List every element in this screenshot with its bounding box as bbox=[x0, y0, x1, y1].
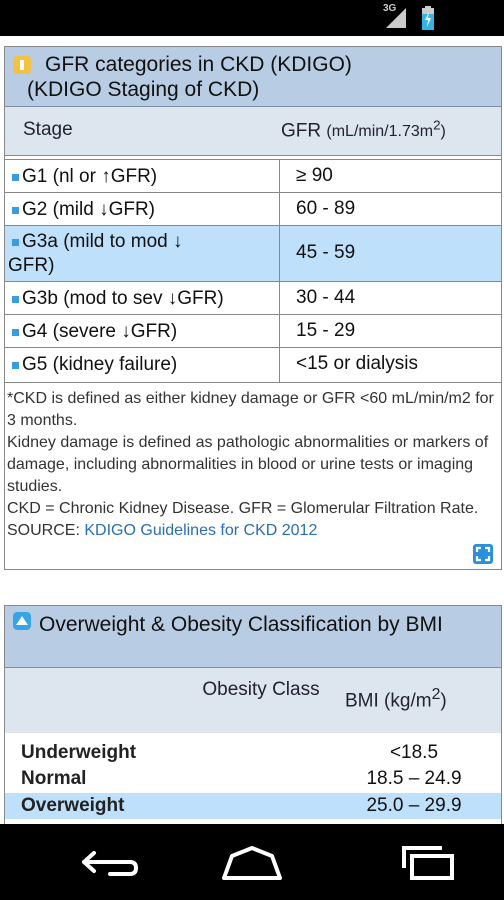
stage-cell: G5 (kidney failure) bbox=[5, 348, 280, 382]
gfr-value: <15 or dialysis bbox=[296, 353, 418, 374]
table-row: G1 (nl or ↑GFR) ≥ 90 bbox=[5, 159, 501, 193]
bullet-icon bbox=[12, 174, 19, 181]
home-icon[interactable] bbox=[212, 838, 292, 886]
gfr-notes: *CKD is defined as either kidney damage … bbox=[7, 388, 501, 542]
signal-icon bbox=[386, 8, 406, 28]
stage-label: G2 (mild ↓GFR) bbox=[22, 199, 155, 220]
collapse-triangle-icon[interactable] bbox=[13, 612, 31, 630]
gfr-cell: ≥ 90 bbox=[280, 160, 501, 193]
status-bar: 3G bbox=[0, 0, 504, 36]
gfr-value: ≥ 90 bbox=[296, 165, 333, 186]
bmi-unit-sup: 2 bbox=[431, 686, 441, 703]
bmi-value: 18.5 – 24.9 bbox=[366, 768, 462, 789]
column-gfr-unit: (mL/min/1.73m2) bbox=[326, 118, 446, 141]
table-row-highlighted: G3a (mild to mod ↓ GFR) 45 - 59 bbox=[5, 225, 501, 282]
gfr-value: 60 - 89 bbox=[296, 198, 356, 219]
stage-label: G3a (mild to mod ↓ bbox=[22, 231, 183, 252]
bmi-card-header[interactable]: Overweight & Obesity Classification by B… bbox=[5, 606, 501, 668]
bullet-icon bbox=[12, 239, 19, 246]
gfr-title-line1: GFR categories in CKD (KDIGO) bbox=[45, 53, 352, 76]
stage-label: G1 (nl or ↑GFR) bbox=[22, 166, 158, 187]
column-bmi: BMI (kg/m2) bbox=[345, 686, 447, 712]
bmi-unit-end: ) bbox=[440, 690, 447, 712]
bmi-value: 25.0 – 29.9 bbox=[366, 795, 462, 816]
gfr-card-title: GFR categories in CKD (KDIGO) (KDIGO Sta… bbox=[27, 52, 352, 102]
bmi-category: Overweight bbox=[21, 795, 125, 816]
bmi-category: Normal bbox=[21, 768, 87, 789]
stage-label: G4 (severe ↓GFR) bbox=[22, 321, 178, 342]
table-row: G4 (severe ↓GFR) 15 - 29 bbox=[5, 314, 501, 348]
recents-icon[interactable] bbox=[388, 838, 468, 886]
bullet-icon bbox=[12, 362, 19, 369]
stage-label: G5 (kidney failure) bbox=[22, 354, 178, 375]
column-gfr: GFR (mL/min/1.73m2) bbox=[281, 118, 446, 142]
bullet-icon bbox=[12, 207, 19, 214]
gfr-value: 30 - 44 bbox=[296, 287, 356, 308]
source-line: SOURCE: KDIGO Guidelines for CKD 2012 bbox=[7, 520, 501, 542]
note-abbreviations: CKD = Chronic Kidney Disease. GFR = Glom… bbox=[7, 500, 479, 517]
gfr-cell: 15 - 29 bbox=[280, 315, 501, 348]
gfr-title-line2: (KDIGO Staging of CKD) bbox=[27, 78, 260, 101]
gfr-column-header: Stage GFR (mL/min/1.73m2) bbox=[5, 107, 501, 156]
gfr-unit-sup: 2 bbox=[433, 118, 441, 133]
column-gfr-label: GFR bbox=[281, 120, 322, 142]
bmi-category: Underweight bbox=[21, 742, 137, 763]
back-icon[interactable] bbox=[70, 838, 150, 886]
bmi-label: BMI (kg/m bbox=[345, 690, 432, 712]
stage-cell: G3a (mild to mod ↓ GFR) bbox=[5, 226, 280, 282]
navigation-bar bbox=[0, 824, 504, 900]
column-obesity-class: Obesity Class bbox=[202, 679, 320, 700]
gfr-cell: 30 - 44 bbox=[280, 282, 501, 315]
bmi-card: Overweight & Obesity Classification by B… bbox=[4, 605, 502, 837]
gfr-card-header[interactable]: GFR categories in CKD (KDIGO) (KDIGO Sta… bbox=[5, 47, 501, 107]
gfr-cell: <15 or dialysis bbox=[280, 348, 501, 382]
stage-cell: G1 (nl or ↑GFR) bbox=[5, 160, 280, 193]
note-ckd-definition: *CKD is defined as either kidney damage … bbox=[7, 390, 494, 429]
gfr-unit-text: (mL/min/1.73m bbox=[326, 123, 434, 141]
table-row-highlighted: Overweight 25.0 – 29.9 bbox=[5, 793, 501, 819]
collapse-toggle-icon[interactable] bbox=[13, 56, 31, 74]
source-link[interactable]: KDIGO Guidelines for CKD 2012 bbox=[84, 522, 318, 539]
gfr-value: 45 - 59 bbox=[296, 242, 356, 263]
gfr-unit-end: ) bbox=[440, 123, 446, 141]
bmi-card-title: Overweight & Obesity Classification by B… bbox=[39, 613, 443, 636]
bullet-icon bbox=[12, 296, 19, 303]
stage-label-line2: GFR) bbox=[8, 255, 55, 276]
gfr-value: 15 - 29 bbox=[296, 320, 356, 341]
stage-cell: G2 (mild ↓GFR) bbox=[5, 193, 280, 226]
bmi-column-header: Obesity Class BMI (kg/m2) bbox=[5, 668, 501, 733]
note-kidney-damage: Kidney damage is defined as pathologic a… bbox=[7, 434, 489, 495]
bullet-icon bbox=[12, 329, 19, 336]
column-stage: Stage bbox=[23, 119, 73, 140]
stage-label: G3b (mod to sev ↓GFR) bbox=[22, 288, 224, 309]
stage-cell: G3b (mod to sev ↓GFR) bbox=[5, 282, 280, 315]
table-row: G5 (kidney failure) <15 or dialysis bbox=[5, 347, 501, 383]
expand-icon[interactable] bbox=[473, 544, 493, 564]
gfr-cell: 45 - 59 bbox=[280, 226, 501, 282]
gfr-card: GFR categories in CKD (KDIGO) (KDIGO Sta… bbox=[4, 46, 502, 570]
battery-charging-icon bbox=[422, 6, 434, 30]
table-row: G2 (mild ↓GFR) 60 - 89 bbox=[5, 192, 501, 226]
gfr-cell: 60 - 89 bbox=[280, 193, 501, 226]
stage-cell: G4 (severe ↓GFR) bbox=[5, 315, 280, 348]
network-type-label: 3G bbox=[383, 3, 397, 14]
table-row: Normal 18.5 – 24.9 bbox=[5, 766, 501, 792]
table-row: G3b (mod to sev ↓GFR) 30 - 44 bbox=[5, 281, 501, 315]
source-label: SOURCE: bbox=[7, 522, 80, 539]
table-row: Underweight <18.5 bbox=[5, 740, 501, 766]
bmi-value: <18.5 bbox=[389, 742, 439, 763]
